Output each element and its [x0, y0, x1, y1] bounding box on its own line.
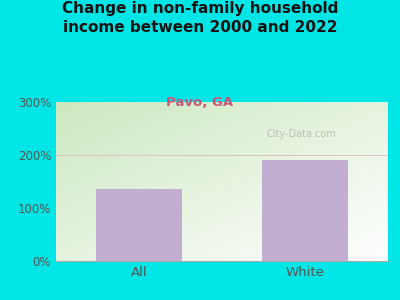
Text: City-Data.com: City-Data.com — [267, 129, 336, 139]
Bar — [262, 160, 348, 261]
Text: Pavo, GA: Pavo, GA — [166, 96, 234, 109]
Text: Change in non-family household
income between 2000 and 2022: Change in non-family household income be… — [62, 2, 338, 35]
Bar — [96, 190, 182, 261]
